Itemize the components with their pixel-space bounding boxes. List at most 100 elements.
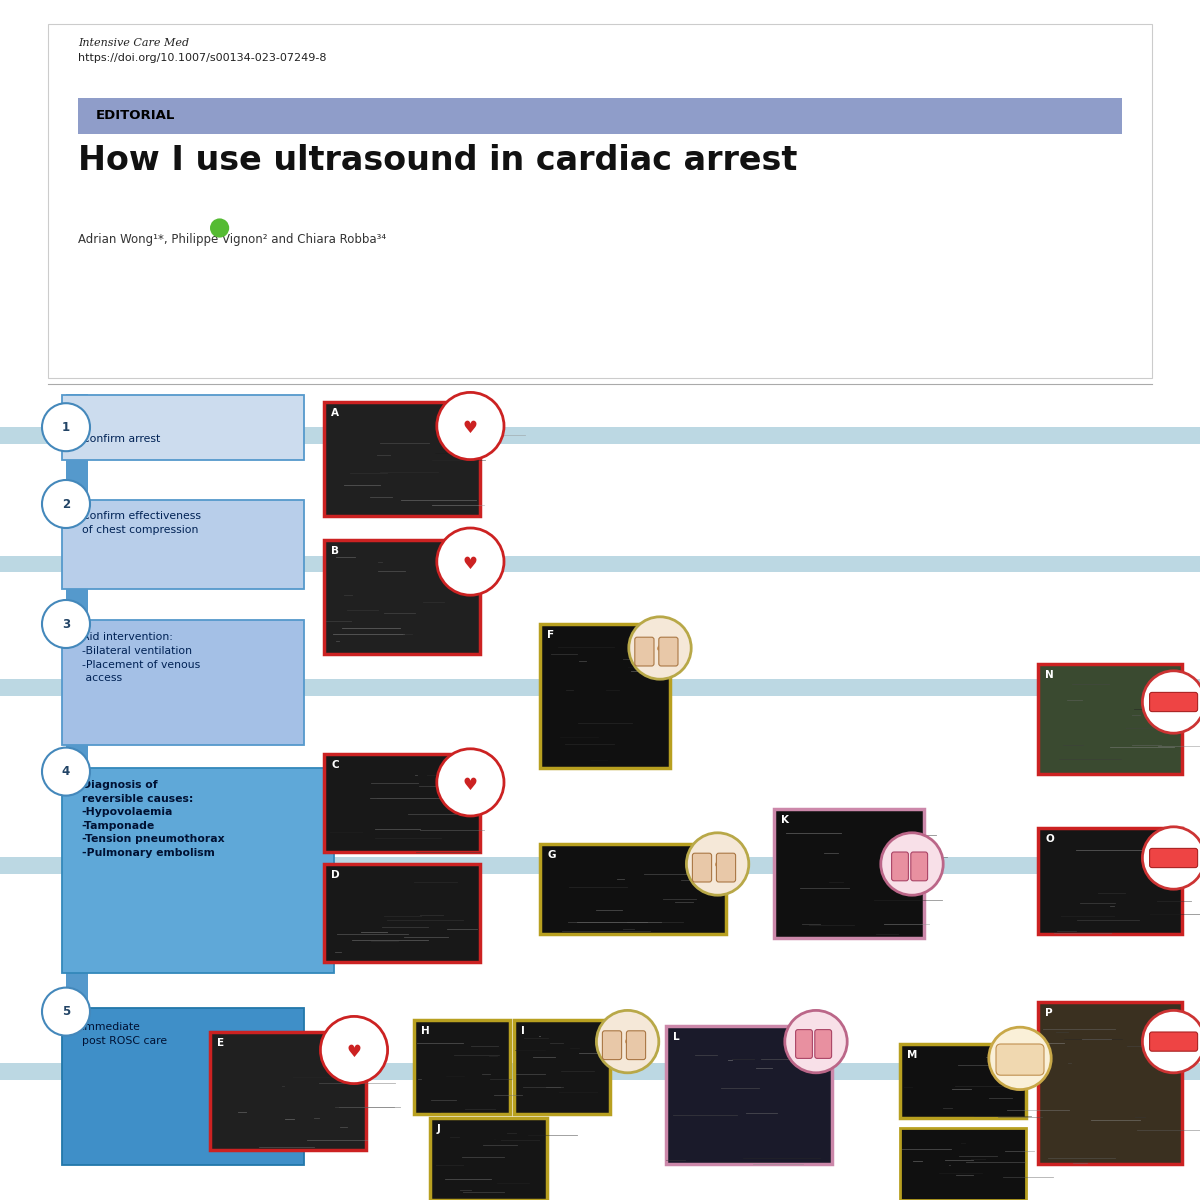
FancyBboxPatch shape xyxy=(815,1030,832,1058)
Circle shape xyxy=(686,833,749,895)
FancyBboxPatch shape xyxy=(324,402,480,516)
FancyBboxPatch shape xyxy=(0,556,1200,572)
Circle shape xyxy=(42,600,90,648)
Text: I: I xyxy=(521,1026,524,1036)
Circle shape xyxy=(42,480,90,528)
Text: Confirm arrest: Confirm arrest xyxy=(82,434,160,444)
FancyBboxPatch shape xyxy=(692,853,712,882)
FancyBboxPatch shape xyxy=(540,844,726,934)
Text: 3: 3 xyxy=(62,618,70,630)
Text: ♥: ♥ xyxy=(463,554,478,572)
FancyBboxPatch shape xyxy=(62,620,304,745)
Text: How I use ultrasound in cardiac arrest: How I use ultrasound in cardiac arrest xyxy=(78,144,797,176)
FancyBboxPatch shape xyxy=(900,1044,1026,1118)
FancyBboxPatch shape xyxy=(62,500,304,589)
Circle shape xyxy=(1142,671,1200,733)
Circle shape xyxy=(320,1016,388,1084)
Text: Confirm effectiveness
of chest compression: Confirm effectiveness of chest compressi… xyxy=(82,511,200,535)
FancyBboxPatch shape xyxy=(540,624,670,768)
FancyBboxPatch shape xyxy=(602,1031,622,1060)
Text: H: H xyxy=(421,1026,430,1036)
FancyBboxPatch shape xyxy=(66,394,88,1162)
Text: L: L xyxy=(673,1032,680,1042)
FancyBboxPatch shape xyxy=(626,1031,646,1060)
Text: ♥: ♥ xyxy=(347,1043,361,1061)
Text: ♠: ♠ xyxy=(622,1036,634,1048)
Text: Adrian Wong¹*, Philippe Vignon² and Chiara Robba³⁴: Adrian Wong¹*, Philippe Vignon² and Chia… xyxy=(78,233,386,246)
FancyBboxPatch shape xyxy=(324,540,480,654)
Circle shape xyxy=(42,988,90,1036)
Text: E: E xyxy=(217,1038,224,1048)
FancyBboxPatch shape xyxy=(1038,1002,1182,1164)
FancyBboxPatch shape xyxy=(996,1044,1044,1075)
FancyBboxPatch shape xyxy=(1150,848,1198,868)
Text: P: P xyxy=(1045,1008,1052,1018)
Circle shape xyxy=(1142,827,1200,889)
Text: 5: 5 xyxy=(62,1006,70,1018)
FancyBboxPatch shape xyxy=(414,1020,510,1114)
FancyBboxPatch shape xyxy=(0,679,1200,696)
FancyBboxPatch shape xyxy=(0,1063,1200,1080)
FancyBboxPatch shape xyxy=(324,754,480,852)
FancyBboxPatch shape xyxy=(1038,664,1182,774)
FancyBboxPatch shape xyxy=(774,809,924,938)
Text: 1: 1 xyxy=(62,421,70,433)
Text: ♥: ♥ xyxy=(463,775,478,794)
Circle shape xyxy=(881,833,943,895)
Circle shape xyxy=(1142,1010,1200,1073)
FancyBboxPatch shape xyxy=(210,1032,366,1150)
Text: EDITORIAL: EDITORIAL xyxy=(96,109,175,121)
Text: Intensive Care Med: Intensive Care Med xyxy=(78,38,190,48)
Text: B: B xyxy=(331,546,340,556)
Text: G: G xyxy=(547,850,556,859)
FancyBboxPatch shape xyxy=(0,427,1200,444)
Text: https://doi.org/10.1007/s00134-023-07249-8: https://doi.org/10.1007/s00134-023-07249… xyxy=(78,53,326,62)
Circle shape xyxy=(596,1010,659,1073)
FancyBboxPatch shape xyxy=(1038,828,1182,934)
FancyBboxPatch shape xyxy=(659,637,678,666)
Text: M: M xyxy=(907,1050,918,1060)
Circle shape xyxy=(210,218,229,238)
FancyBboxPatch shape xyxy=(1150,1032,1198,1051)
FancyBboxPatch shape xyxy=(0,857,1200,874)
Circle shape xyxy=(437,749,504,816)
Text: 4: 4 xyxy=(62,766,70,778)
Text: 2: 2 xyxy=(62,498,70,510)
FancyBboxPatch shape xyxy=(514,1020,610,1114)
Text: N: N xyxy=(1045,670,1054,679)
Circle shape xyxy=(629,617,691,679)
Circle shape xyxy=(42,748,90,796)
FancyBboxPatch shape xyxy=(1150,692,1198,712)
Text: O: O xyxy=(1045,834,1054,844)
FancyBboxPatch shape xyxy=(796,1030,812,1058)
Text: F: F xyxy=(547,630,554,640)
FancyBboxPatch shape xyxy=(716,853,736,882)
Text: C: C xyxy=(331,760,338,769)
FancyBboxPatch shape xyxy=(78,98,1122,134)
FancyBboxPatch shape xyxy=(635,637,654,666)
Text: A: A xyxy=(331,408,340,418)
Circle shape xyxy=(437,528,504,595)
Text: Aid intervention:
-Bilateral ventilation
-Placement of venous
 access: Aid intervention: -Bilateral ventilation… xyxy=(82,632,200,683)
FancyBboxPatch shape xyxy=(911,852,928,881)
Text: ♠: ♠ xyxy=(712,858,724,870)
FancyBboxPatch shape xyxy=(430,1118,547,1200)
Text: ♥: ♥ xyxy=(463,419,478,437)
Text: Immediate
post ROSC care: Immediate post ROSC care xyxy=(82,1022,167,1046)
FancyBboxPatch shape xyxy=(62,395,304,460)
FancyBboxPatch shape xyxy=(48,24,1152,378)
Text: D: D xyxy=(331,870,340,880)
Circle shape xyxy=(989,1027,1051,1090)
FancyBboxPatch shape xyxy=(900,1128,1026,1200)
Circle shape xyxy=(42,403,90,451)
Text: Diagnosis of
reversible causes:
-Hypovolaemia
-Tamponade
-Tension pneumothorax
-: Diagnosis of reversible causes: -Hypovol… xyxy=(82,780,224,858)
FancyBboxPatch shape xyxy=(62,768,334,973)
Text: J: J xyxy=(437,1124,440,1134)
FancyBboxPatch shape xyxy=(324,864,480,962)
Circle shape xyxy=(785,1010,847,1073)
FancyBboxPatch shape xyxy=(62,1008,304,1165)
Circle shape xyxy=(437,392,504,460)
Text: ♠: ♠ xyxy=(654,642,666,654)
FancyBboxPatch shape xyxy=(892,852,908,881)
Text: K: K xyxy=(781,815,790,824)
